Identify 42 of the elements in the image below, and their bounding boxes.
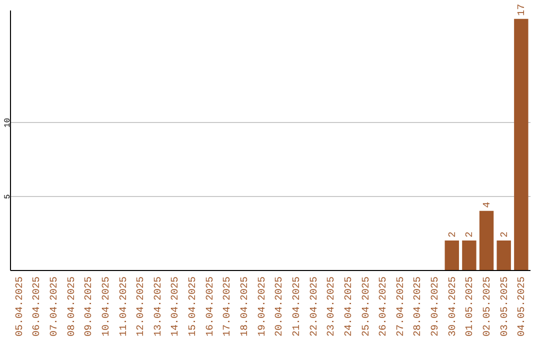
x-tick-label: 08.04.2025 [66, 276, 78, 337]
y-tick-label: 5 [4, 194, 12, 200]
x-tick-label: 15.04.2025 [188, 276, 200, 337]
x-tick-label: 14.04.2025 [170, 276, 182, 337]
bar [479, 210, 494, 270]
data-label: 17 [517, 4, 528, 16]
x-tick-label: 07.04.2025 [49, 276, 60, 337]
x-tick-label: 29.04.2025 [430, 276, 442, 337]
data-label: 4 [482, 202, 494, 208]
x-tick-label: 03.05.2025 [500, 276, 511, 337]
x-tick-label: 09.04.2025 [84, 276, 96, 337]
x-tick-label: 25.04.2025 [361, 276, 372, 337]
x-tick-label: 06.04.2025 [32, 276, 44, 337]
bar [462, 240, 476, 270]
data-label: 2 [500, 231, 511, 238]
x-tick-label: 19.04.2025 [257, 276, 268, 337]
x-tick-label: 24.04.2025 [344, 276, 355, 337]
x-tick-label: 05.04.2025 [14, 276, 26, 337]
bar [496, 240, 511, 270]
x-tick-label: 30.04.2025 [448, 276, 459, 337]
x-tick-label: 02.05.2025 [482, 276, 494, 337]
x-tick-label: 01.05.2025 [465, 276, 476, 337]
x-tick-label: 27.04.2025 [396, 276, 407, 337]
x-tick-label: 16.04.2025 [205, 276, 216, 337]
x-tick-label: 17.04.2025 [222, 276, 234, 337]
data-label: 2 [465, 231, 476, 238]
data-label: 2 [448, 231, 459, 238]
x-tick-label: 28.04.2025 [413, 276, 424, 337]
x-tick-label: 20.04.2025 [274, 276, 286, 337]
x-tick-label: 23.04.2025 [326, 276, 338, 337]
y-tick-label: 10 [4, 118, 12, 128]
x-tick-label: 18.04.2025 [240, 276, 252, 337]
x-tick-label: 04.05.2025 [517, 276, 528, 337]
x-tick-label: 26.04.2025 [378, 276, 390, 337]
x-tick-label: 13.04.2025 [153, 276, 164, 337]
x-tick-label: 21.04.2025 [292, 276, 303, 337]
x-tick-label: 12.04.2025 [136, 276, 148, 337]
x-tick-label: 10.04.2025 [101, 276, 112, 337]
bar [444, 240, 459, 270]
bar [514, 18, 528, 270]
x-tick-label: 22.04.2025 [309, 276, 320, 337]
x-tick-label: 11.04.2025 [118, 276, 130, 337]
